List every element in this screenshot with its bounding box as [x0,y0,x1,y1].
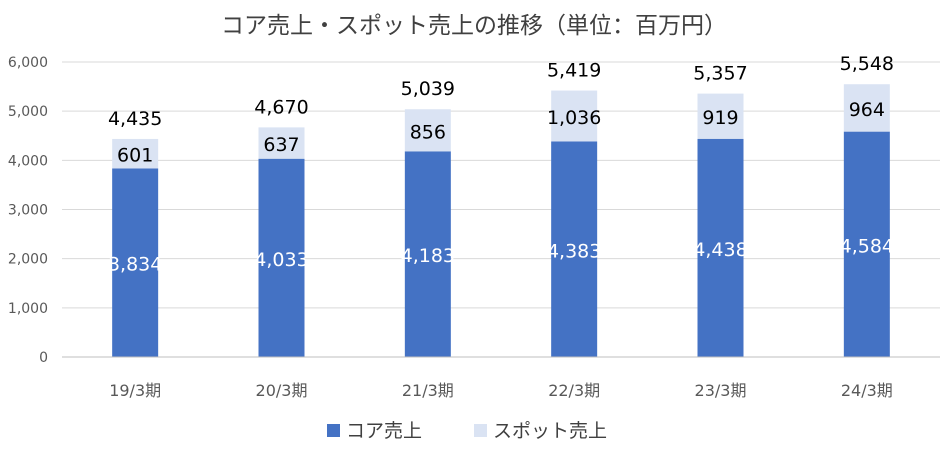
gridlines [62,61,940,358]
y-tick-label: 1,000 [8,301,48,317]
core-value-label: 4,033 [254,249,308,271]
spot-value-label: 1,036 [547,107,601,129]
legend-label-core: コア売上 [346,420,422,442]
y-tick-label: 6,000 [8,55,48,71]
spot-value-label: 637 [263,134,299,156]
bar-core [112,168,159,357]
total-value-label: 4,435 [108,108,162,130]
total-value-label: 5,039 [401,78,455,100]
core-value-label: 3,834 [108,254,162,276]
core-value-label: 4,383 [547,240,601,262]
bar-spot [697,93,744,139]
bar-spot [843,84,890,132]
total-value-label: 5,419 [547,60,601,82]
x-tick-label: 23/3期 [695,381,747,400]
y-axis: 0 1,000 2,000 3,000 4,000 5,000 6,000 [8,55,48,366]
bar-core [404,151,451,357]
chart-title: コア売上・スポット売上の推移（単位：百万円） [221,13,727,39]
y-tick-label: 4,000 [8,153,48,169]
bar-core [551,141,598,357]
bar-spot [551,90,598,142]
core-value-label: 4,183 [401,245,455,267]
bar-spot [112,138,159,169]
y-tick-label: 0 [39,350,48,366]
x-tick-label: 24/3期 [841,381,893,400]
spot-value-label: 856 [410,121,446,143]
spot-value-label: 601 [117,145,153,167]
spot-value-label: 919 [702,107,738,129]
legend-label-spot: スポット売上 [493,420,607,442]
bar-spot [258,127,305,159]
total-value-label: 5,357 [693,63,747,85]
bar-core [697,138,744,357]
core-value-label: 4,438 [693,239,747,261]
total-value-label: 5,548 [840,53,894,75]
x-tick-label: 22/3期 [548,381,600,400]
spot-value-label: 964 [849,99,885,121]
bar-spot [404,109,451,152]
total-value-label: 4,670 [254,96,308,118]
bars [112,84,890,357]
y-tick-label: 2,000 [8,252,48,268]
legend: コア売上 スポット売上 [327,420,607,442]
legend-swatch-spot [474,424,487,437]
x-tick-label: 19/3期 [109,381,161,400]
x-tick-label: 21/3期 [402,381,454,400]
data-labels: 3,834 601 4,435 4,033 637 4,670 4,183 856 5,039 4… [108,53,894,276]
bar-core [843,131,890,357]
bar-core [258,158,305,357]
y-tick-label: 5,000 [8,104,48,120]
x-tick-label: 20/3期 [256,381,308,400]
x-axis: 19/3期 20/3期 21/3期 22/3期 23/3期 24/3期 [62,356,940,400]
core-value-label: 4,584 [840,235,894,257]
y-tick-label: 3,000 [8,203,48,219]
legend-swatch-core [327,424,340,437]
